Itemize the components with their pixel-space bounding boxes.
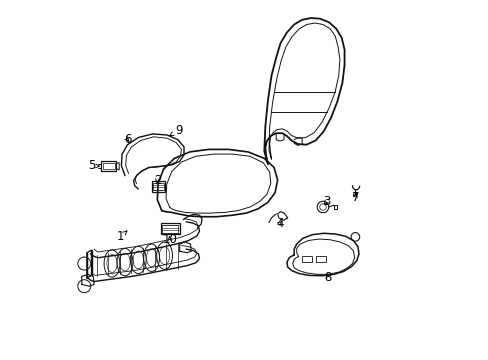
Bar: [302, 256, 311, 262]
Text: 5: 5: [88, 159, 99, 172]
Text: 8: 8: [324, 271, 331, 284]
Text: 6: 6: [123, 133, 131, 146]
Bar: [151, 181, 165, 192]
Bar: [153, 183, 163, 190]
Bar: [161, 223, 179, 234]
Text: 4: 4: [275, 217, 283, 230]
Text: 7: 7: [351, 191, 358, 204]
Bar: [103, 163, 114, 169]
Text: 1: 1: [116, 230, 127, 243]
Text: 10: 10: [162, 233, 177, 246]
Text: 2: 2: [153, 174, 161, 186]
Bar: [162, 225, 178, 233]
Text: 3: 3: [322, 195, 329, 208]
Text: 9: 9: [169, 124, 183, 137]
Bar: [101, 161, 116, 171]
Bar: [315, 256, 325, 262]
